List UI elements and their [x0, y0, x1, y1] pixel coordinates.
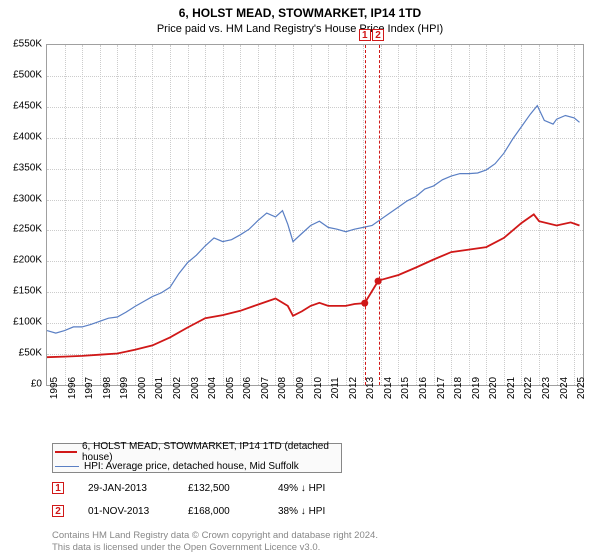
attribution-line2: This data is licensed under the Open Gov…	[52, 542, 378, 554]
x-tick-label: 2007	[260, 377, 271, 399]
sale-row-1: 1 29-JAN-2013 £132,500 49% ↓ HPI	[52, 482, 368, 494]
y-tick-label: £300K	[0, 193, 42, 204]
x-tick-label: 2012	[348, 377, 359, 399]
sale-vs-hpi-1: 49% ↓ HPI	[278, 483, 368, 494]
x-tick-label: 2000	[137, 377, 148, 399]
x-tick-label: 2013	[365, 377, 376, 399]
sale-marker-1: 1	[52, 482, 64, 494]
legend-row-hpi: HPI: Average price, detached house, Mid …	[55, 459, 339, 473]
x-tick-label: 2002	[172, 377, 183, 399]
y-tick-label: £50K	[0, 348, 42, 359]
sale-date-1: 29-JAN-2013	[88, 483, 188, 494]
x-tick-label: 2005	[225, 377, 236, 399]
sale-price-2: £168,000	[188, 506, 278, 517]
sale-row-2: 2 01-NOV-2013 £168,000 38% ↓ HPI	[52, 505, 368, 517]
sale-price-1: £132,500	[188, 483, 278, 494]
y-tick-label: £500K	[0, 69, 42, 80]
attribution: Contains HM Land Registry data © Crown c…	[52, 530, 378, 554]
x-tick-label: 2008	[277, 377, 288, 399]
sale-marker-labels-top: 12	[47, 27, 583, 43]
x-tick-label: 1999	[119, 377, 130, 399]
sale-date-2: 01-NOV-2013	[88, 506, 188, 517]
x-tick-label: 2017	[436, 377, 447, 399]
chart-container: 6, HOLST MEAD, STOWMARKET, IP14 1TD Pric…	[0, 0, 600, 560]
plot-area: 12	[46, 44, 584, 386]
attribution-line1: Contains HM Land Registry data © Crown c…	[52, 530, 378, 542]
sale-marker-2: 2	[52, 505, 64, 517]
x-tick-label: 2014	[383, 377, 394, 399]
x-tick-label: 2025	[576, 377, 587, 399]
x-tick-label: 2024	[559, 377, 570, 399]
x-tick-label: 1996	[67, 377, 78, 399]
y-tick-label: £150K	[0, 286, 42, 297]
chart-title: 6, HOLST MEAD, STOWMARKET, IP14 1TD	[0, 0, 600, 20]
x-tick-label: 2001	[154, 377, 165, 399]
x-tick-label: 2016	[418, 377, 429, 399]
x-tick-label: 2015	[400, 377, 411, 399]
legend-row-property: 6, HOLST MEAD, STOWMARKET, IP14 1TD (det…	[55, 445, 339, 459]
y-tick-label: £0	[0, 379, 42, 390]
series-hpi	[47, 106, 580, 334]
sale-dot	[375, 278, 382, 285]
x-tick-label: 2023	[541, 377, 552, 399]
x-tick-label: 2004	[207, 377, 218, 399]
x-tick-label: 1998	[102, 377, 113, 399]
x-tick-label: 2018	[453, 377, 464, 399]
legend: 6, HOLST MEAD, STOWMARKET, IP14 1TD (det…	[52, 443, 342, 473]
x-tick-label: 2010	[313, 377, 324, 399]
legend-swatch-property	[55, 451, 77, 453]
series-property	[47, 214, 580, 357]
y-tick-label: £550K	[0, 39, 42, 50]
legend-swatch-hpi	[55, 466, 79, 467]
x-tick-label: 2011	[330, 377, 341, 399]
y-tick-label: £200K	[0, 255, 42, 266]
y-tick-label: £350K	[0, 162, 42, 173]
sale-vs-hpi-2: 38% ↓ HPI	[278, 506, 368, 517]
x-tick-label: 2019	[471, 377, 482, 399]
y-tick-label: £400K	[0, 131, 42, 142]
x-tick-label: 2021	[506, 377, 517, 399]
x-tick-label: 1995	[49, 377, 60, 399]
x-tick-label: 2006	[242, 377, 253, 399]
y-tick-label: £100K	[0, 317, 42, 328]
x-tick-label: 2022	[523, 377, 534, 399]
legend-label-hpi: HPI: Average price, detached house, Mid …	[84, 461, 299, 472]
x-tick-label: 2020	[488, 377, 499, 399]
y-tick-label: £250K	[0, 224, 42, 235]
x-tick-label: 2009	[295, 377, 306, 399]
sale-marker-top: 1	[359, 29, 371, 41]
y-tick-label: £450K	[0, 100, 42, 111]
line-series-svg	[47, 45, 583, 385]
x-tick-label: 1997	[84, 377, 95, 399]
sale-marker-top: 2	[372, 29, 384, 41]
x-tick-label: 2003	[190, 377, 201, 399]
sale-dot	[361, 300, 368, 307]
